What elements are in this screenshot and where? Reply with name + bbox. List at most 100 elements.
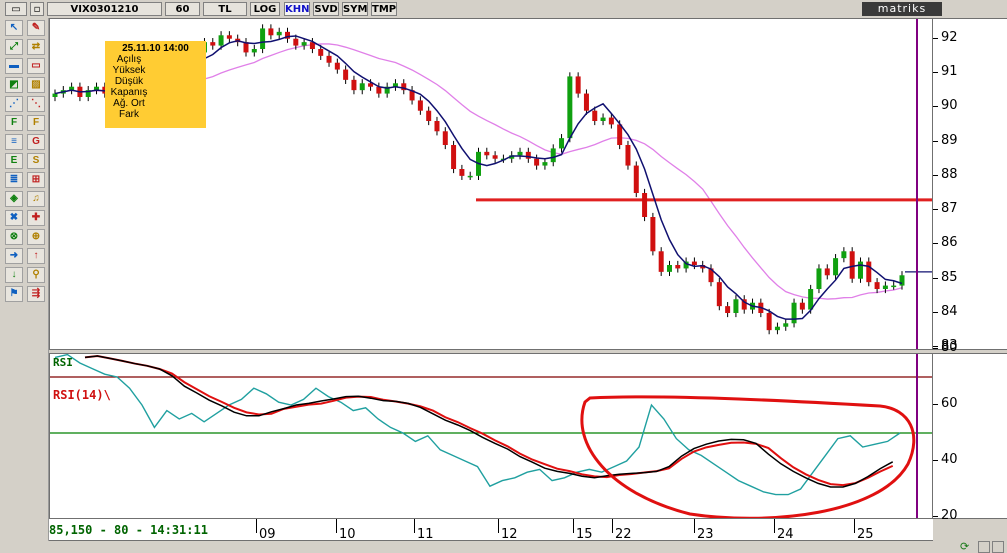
candle-body: [392, 83, 398, 87]
flag-icon[interactable]: ⚑: [5, 286, 23, 302]
multi-arrow-icon[interactable]: ⇶: [27, 286, 45, 302]
candle-body: [368, 83, 374, 87]
tmp-button[interactable]: TMP: [371, 2, 397, 16]
candle-body: [359, 83, 365, 91]
candle-body: [708, 268, 714, 283]
diamond-icon[interactable]: ◈: [5, 191, 23, 207]
line-icon[interactable]: ▬: [5, 58, 23, 74]
candle-body: [716, 282, 722, 307]
candle-body: [210, 42, 216, 46]
candle-body: [268, 28, 274, 36]
right-arrow-icon[interactable]: ➜: [5, 248, 23, 264]
candle-body: [69, 86, 75, 91]
price-tick-label: 85: [933, 269, 958, 285]
candle-body: [301, 42, 307, 46]
zoom-icon[interactable]: ⚲: [27, 267, 45, 283]
candle-body: [700, 265, 706, 269]
speed-icon[interactable]: S: [27, 153, 45, 169]
remove-icon[interactable]: ⊗: [5, 229, 23, 245]
box-icon[interactable]: ⊞: [27, 172, 45, 188]
candle-body: [608, 117, 614, 125]
matriks-logo: matriks: [862, 2, 942, 16]
ohlc-info-box: 25.11.10 14:00 Açılış Yüksek Düşük Kapan…: [105, 41, 206, 128]
info-row-high: Yüksek: [112, 65, 146, 76]
cross-icon[interactable]: ⊕: [27, 229, 45, 245]
khn-button[interactable]: KHN: [284, 2, 310, 16]
wave-icon[interactable]: ♫: [27, 191, 45, 207]
candle-body: [52, 93, 58, 97]
rsi-indicator-label[interactable]: RSI(14)\: [53, 388, 111, 402]
delete-icon[interactable]: ✖: [5, 210, 23, 226]
gann-icon[interactable]: G: [27, 134, 45, 150]
fan-up-icon[interactable]: ⋰: [5, 96, 23, 112]
candle-body: [675, 265, 681, 269]
date-axis: 09 10 11 12 15 22 23 24 25: [49, 519, 933, 542]
pencil-icon[interactable]: ✎: [27, 20, 45, 36]
window-menu-icon[interactable]: ▭: [5, 2, 27, 16]
price-tick-label: 90: [933, 98, 958, 114]
fan-down-icon[interactable]: ⋱: [27, 96, 45, 112]
candle-body: [484, 151, 490, 156]
down-arrow-icon[interactable]: ↓: [5, 267, 23, 283]
levels-icon[interactable]: ≡: [5, 134, 23, 150]
candle-body: [899, 275, 905, 286]
candle-body: [534, 158, 540, 166]
price-axis[interactable]: 92 91 90 89 88 87 86 85 84 83: [933, 18, 1007, 353]
rsi-signal-black: [84, 355, 894, 488]
price-tick-label: 84: [933, 304, 958, 319]
select-icon[interactable]: ↖: [5, 20, 23, 36]
date-tick-label: 10: [336, 519, 356, 542]
channel-icon[interactable]: ◩: [5, 77, 23, 93]
window-restore-icon[interactable]: [978, 541, 990, 553]
candle-body: [824, 268, 830, 276]
refresh-icon[interactable]: ⟳: [960, 541, 970, 553]
candle-body: [326, 55, 332, 63]
arrows-icon[interactable]: ⇄: [27, 39, 45, 55]
candle-body: [849, 251, 855, 279]
window-close-icon[interactable]: [992, 541, 1004, 553]
candle-body: [343, 69, 349, 80]
candle-body: [808, 289, 814, 310]
candle-body: [857, 261, 863, 279]
candle-body: [251, 49, 257, 53]
rsi-tick-label: 40: [933, 452, 958, 467]
candle-body: [666, 265, 672, 272]
elliott-icon[interactable]: E: [5, 153, 23, 169]
price-chart-pane[interactable]: 25.11.10 14:00 Açılış Yüksek Düşük Kapan…: [49, 18, 933, 350]
trendline-icon[interactable]: ⤢: [5, 39, 23, 55]
candle-body: [442, 131, 448, 145]
rsi-axis[interactable]: 80 60 40 20: [933, 340, 1007, 523]
fibo-fan-icon[interactable]: F: [27, 115, 45, 131]
candle-body: [401, 83, 407, 91]
fibo-icon[interactable]: F: [5, 115, 23, 131]
candle-body: [866, 261, 872, 283]
candle-body: [600, 117, 606, 121]
rsi-chart-pane[interactable]: RSI RSI(14)\: [49, 353, 933, 519]
candle-body: [650, 217, 656, 252]
candle-body: [833, 258, 839, 276]
candle-body: [218, 35, 224, 46]
andrews-icon[interactable]: ≣: [5, 172, 23, 188]
period-button[interactable]: 60: [165, 2, 200, 16]
candle-body: [642, 193, 648, 217]
candle-body: [766, 313, 772, 331]
info-datetime: 25.11.10 14:00: [122, 43, 189, 54]
symbol-field[interactable]: VIX0301210: [47, 2, 162, 16]
currency-button[interactable]: TL: [203, 2, 247, 16]
candle-body: [517, 151, 523, 156]
rect-icon[interactable]: ▭: [27, 58, 45, 74]
log-scale-button[interactable]: LOG: [250, 2, 280, 16]
candle-body: [376, 86, 382, 94]
svd-button[interactable]: SVD: [313, 2, 339, 16]
grid-icon[interactable]: ▨: [27, 77, 45, 93]
up-arrow-icon[interactable]: ↑: [27, 248, 45, 264]
rsi-title: RSI: [53, 356, 73, 369]
info-row-low: Düşük: [114, 76, 144, 87]
add-icon[interactable]: ✚: [27, 210, 45, 226]
window-icon[interactable]: ▫: [30, 2, 44, 16]
sym-button[interactable]: SYM: [342, 2, 368, 16]
candle-body: [384, 86, 390, 94]
candle-body: [260, 28, 266, 49]
candle-body: [509, 155, 515, 159]
price-tick-label: 88: [933, 166, 958, 182]
